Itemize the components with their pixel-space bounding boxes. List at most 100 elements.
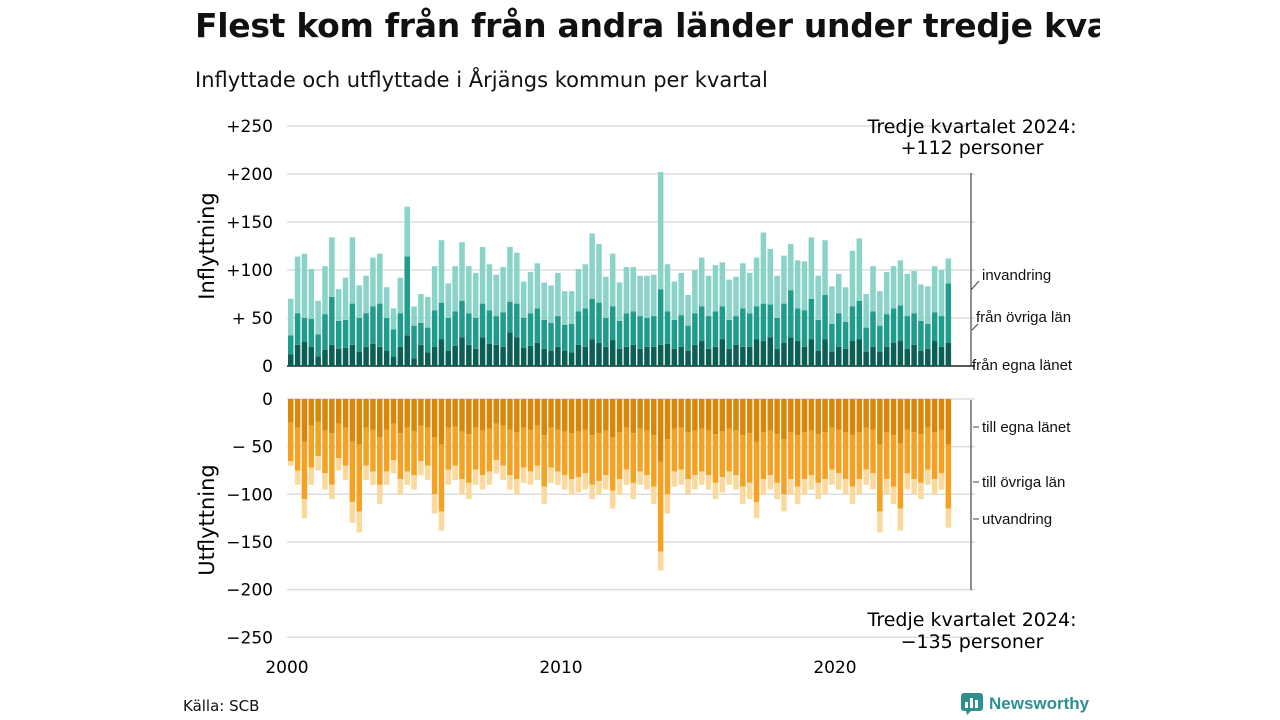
bar-segment bbox=[664, 494, 671, 514]
bar-segment bbox=[664, 439, 671, 495]
bar-segment bbox=[616, 320, 623, 349]
bar-segment bbox=[719, 306, 726, 340]
bar-segment bbox=[479, 303, 486, 338]
bar-segment bbox=[431, 266, 438, 311]
bar-segment bbox=[753, 306, 760, 340]
bar-segment bbox=[472, 348, 479, 366]
bar-segment bbox=[363, 427, 369, 466]
bar-segment bbox=[342, 277, 349, 320]
x-tick-label: 2010 bbox=[539, 658, 582, 678]
bar-segment bbox=[479, 475, 486, 490]
bar-segment bbox=[630, 482, 636, 500]
bar-segment bbox=[308, 318, 315, 347]
bar-segment bbox=[760, 432, 767, 480]
bar-segment bbox=[890, 342, 897, 366]
bar-segment bbox=[644, 275, 650, 318]
bar-segment bbox=[883, 432, 890, 480]
bar-segment bbox=[863, 294, 869, 328]
bar-segment bbox=[548, 322, 554, 351]
bar-segment bbox=[904, 273, 910, 317]
bar-segment bbox=[472, 427, 479, 470]
bar-segment bbox=[390, 329, 397, 357]
bar-segment bbox=[671, 319, 678, 349]
bar-segment bbox=[418, 425, 424, 461]
bar-segment bbox=[479, 337, 486, 366]
bar-segment bbox=[801, 261, 808, 311]
bar-segment bbox=[746, 313, 753, 347]
bar-segment bbox=[870, 399, 876, 430]
bar-segment bbox=[644, 318, 650, 347]
bar-segment bbox=[404, 427, 410, 472]
bar-segment bbox=[883, 399, 890, 433]
bar-segment bbox=[870, 473, 876, 490]
bar-segment bbox=[288, 399, 294, 423]
bar-segment bbox=[685, 432, 691, 480]
bar-segment bbox=[925, 286, 931, 324]
bar-segment bbox=[425, 327, 431, 353]
bar-segment bbox=[555, 471, 561, 485]
bar-segment bbox=[856, 339, 863, 366]
bar-segment bbox=[548, 285, 554, 323]
bar-segment bbox=[822, 339, 828, 366]
bar-segment bbox=[589, 399, 595, 436]
bar-segment bbox=[411, 475, 417, 490]
bar-segment bbox=[719, 399, 726, 432]
bar-segment bbox=[719, 339, 726, 366]
bar-segment bbox=[342, 427, 349, 466]
annotation-bottom-line2: −135 personer bbox=[901, 631, 1044, 653]
bar-segment bbox=[699, 257, 705, 307]
bar-segment bbox=[651, 316, 657, 347]
bar-segment bbox=[794, 399, 801, 436]
bar-segment bbox=[788, 479, 794, 495]
x-tick-label: 2020 bbox=[813, 658, 856, 678]
bar-segment bbox=[616, 282, 623, 321]
bar-segment bbox=[329, 237, 335, 297]
bar-segment bbox=[596, 399, 602, 434]
bar-segment bbox=[904, 399, 910, 430]
bar-segment bbox=[308, 346, 315, 366]
bar-segment bbox=[349, 303, 356, 345]
bar-segment bbox=[774, 482, 780, 500]
bar-segment bbox=[637, 428, 643, 472]
bar-segment bbox=[767, 399, 773, 431]
bar-segment bbox=[822, 240, 828, 295]
bar-segment bbox=[568, 291, 575, 324]
bar-segment bbox=[671, 399, 678, 429]
bar-segment bbox=[651, 346, 657, 366]
bar-segment bbox=[904, 348, 910, 366]
bar-segment bbox=[383, 318, 390, 351]
bar-segment bbox=[411, 306, 417, 326]
bar-segment bbox=[945, 508, 952, 528]
bar-segment bbox=[500, 425, 506, 466]
bar-segment bbox=[377, 253, 383, 304]
bar-segment bbox=[288, 298, 294, 336]
bar-segment bbox=[514, 399, 520, 433]
bar-segment bbox=[931, 266, 938, 313]
bar-segment bbox=[575, 269, 582, 312]
bar-segment bbox=[849, 341, 856, 366]
bar-segment bbox=[404, 471, 410, 485]
bar-segment bbox=[308, 269, 315, 319]
bar-segment bbox=[500, 312, 506, 347]
bar-segment bbox=[603, 430, 609, 476]
bar-segment bbox=[445, 469, 452, 485]
bar-segment bbox=[808, 475, 815, 490]
y-tick-label: − 50 bbox=[232, 438, 273, 458]
bar-segment bbox=[383, 399, 390, 430]
bar-segment bbox=[329, 296, 335, 345]
bar-segment bbox=[527, 313, 534, 346]
bar-segment bbox=[945, 444, 952, 509]
bar-segment bbox=[719, 477, 726, 493]
bar-segment bbox=[568, 479, 575, 495]
bar-segment bbox=[507, 399, 513, 430]
bar-segment bbox=[562, 475, 568, 490]
bar-segment bbox=[774, 434, 780, 483]
bar-segment bbox=[623, 427, 630, 470]
bar-segment bbox=[685, 479, 691, 495]
bar-segment bbox=[294, 470, 301, 485]
bar-segment bbox=[411, 358, 417, 366]
y-tick-label: +250 bbox=[226, 117, 273, 137]
bar-segment bbox=[856, 432, 863, 480]
bar-segment bbox=[493, 423, 499, 460]
bar-segment bbox=[904, 429, 910, 474]
